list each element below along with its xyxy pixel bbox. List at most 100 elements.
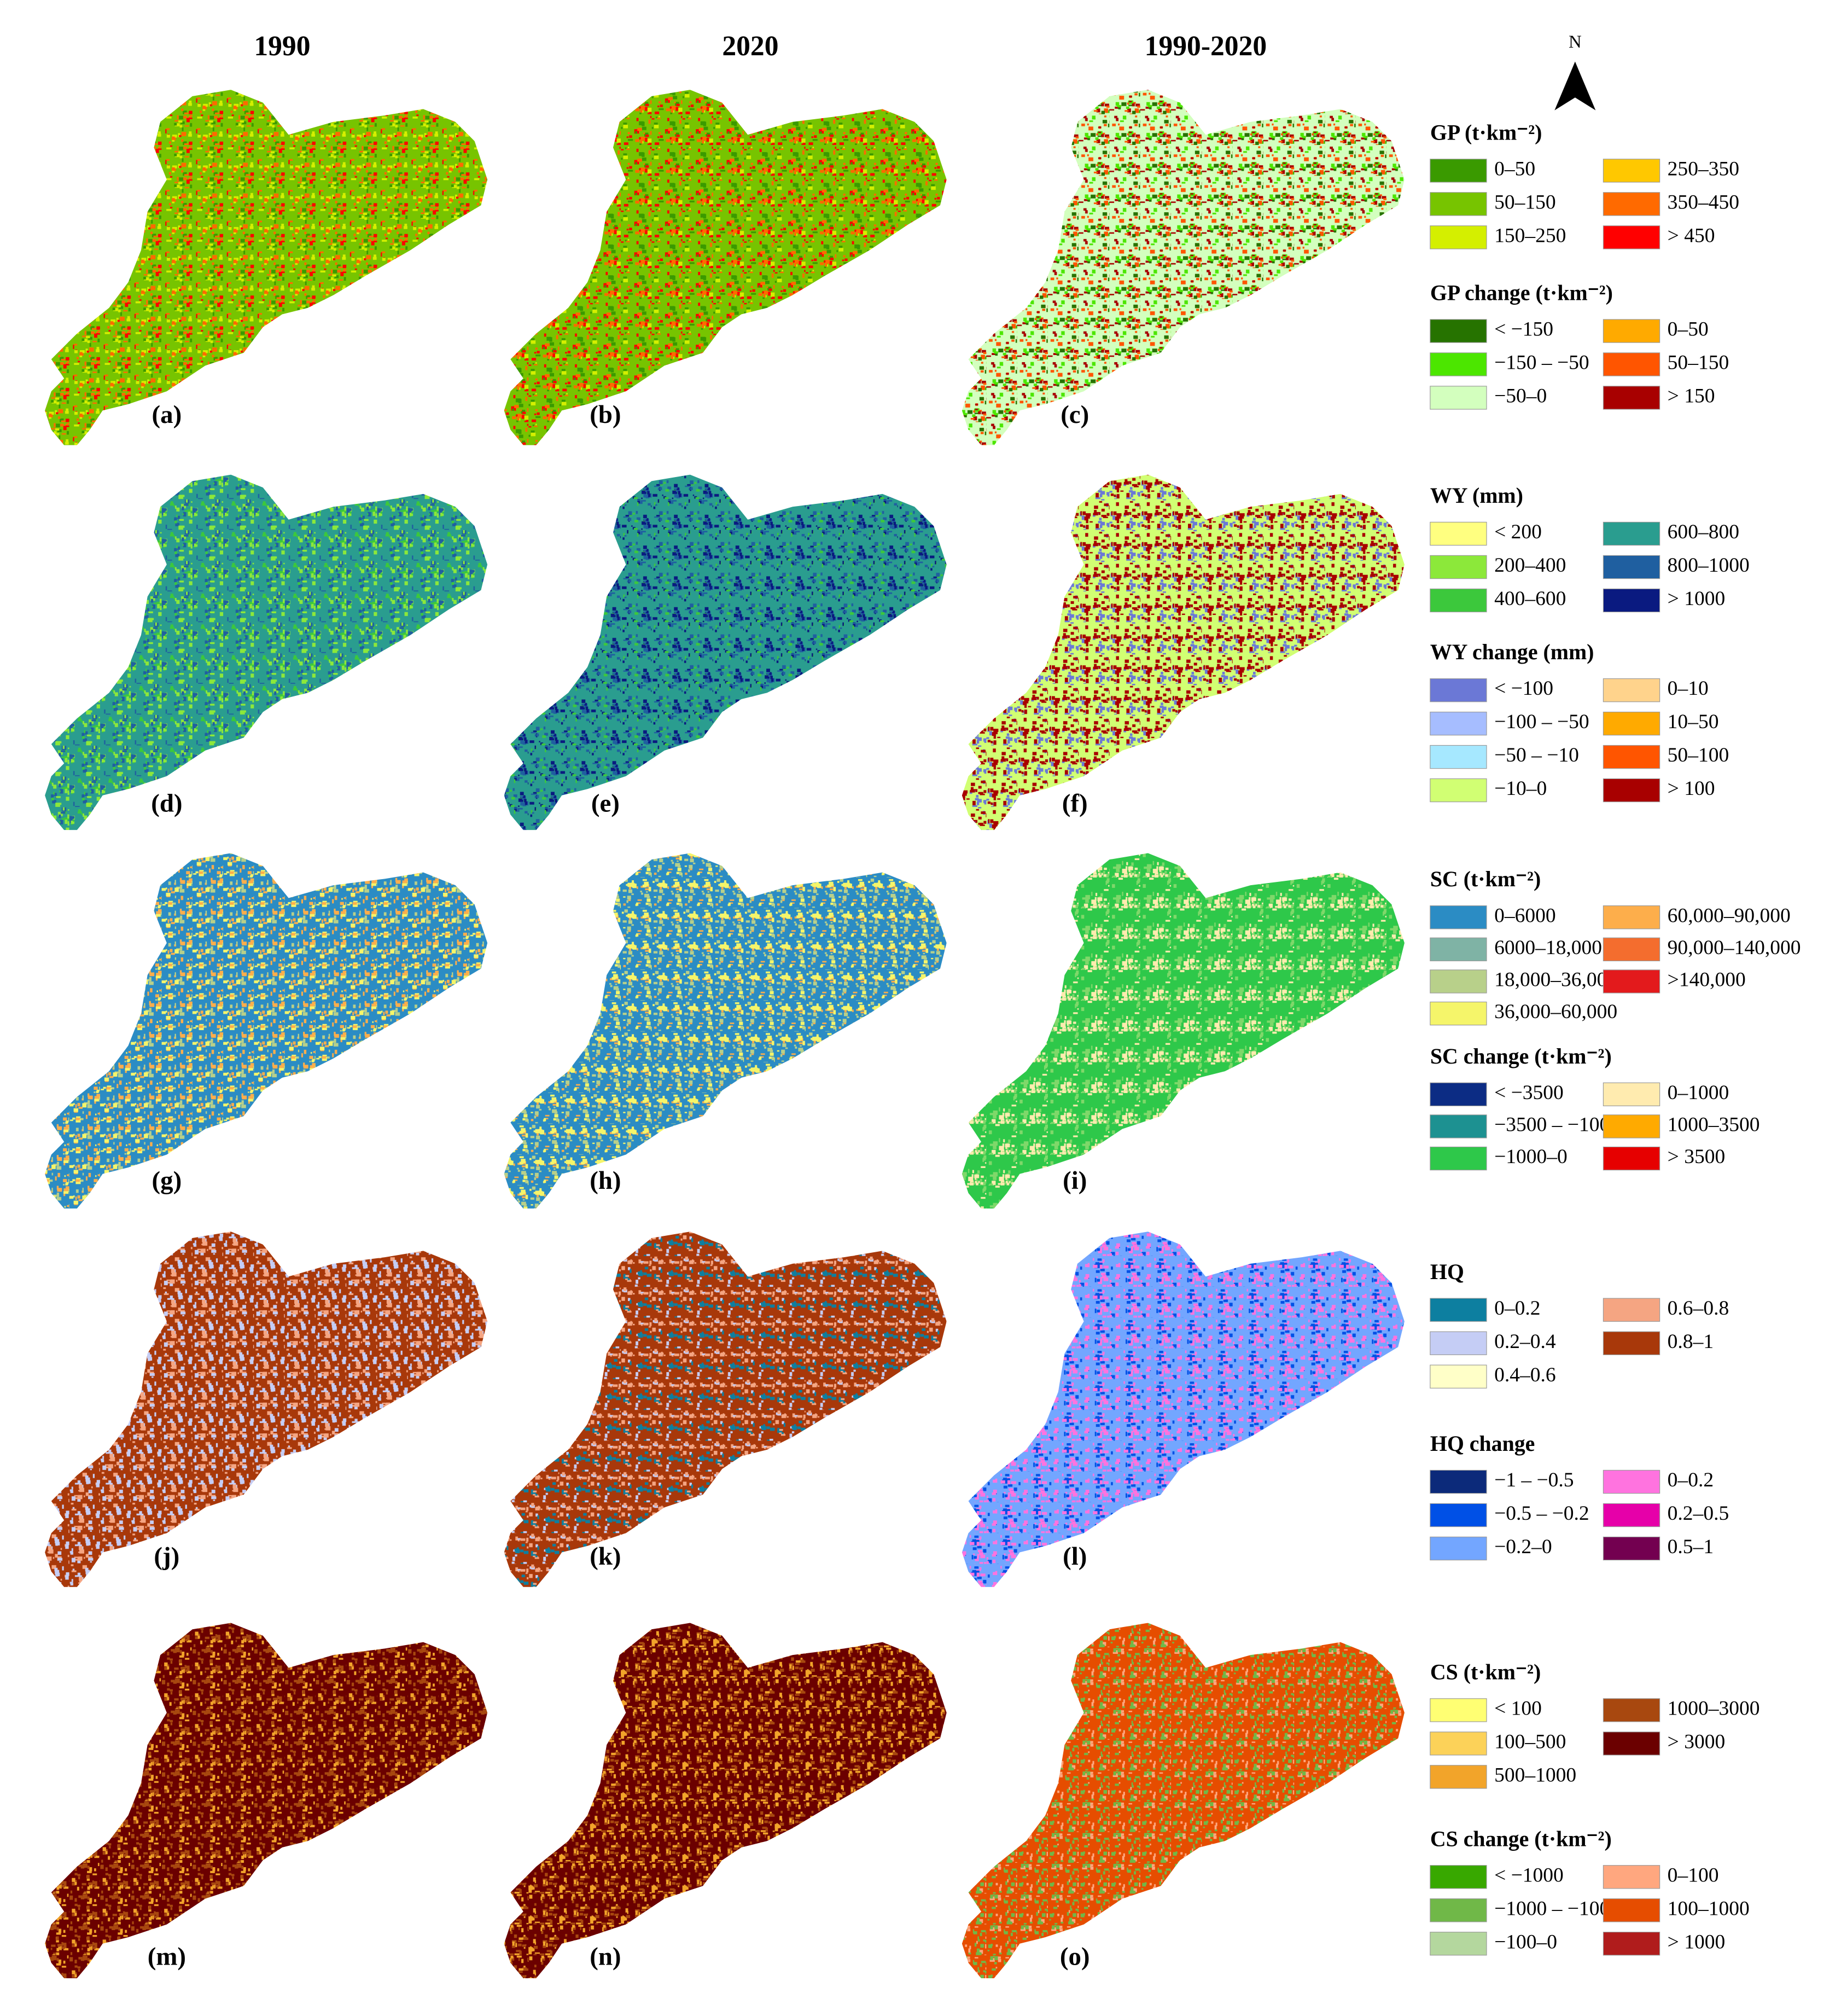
legend-label: > 150 xyxy=(1668,385,1715,408)
legend-label: 6000–18,000 xyxy=(1494,937,1602,959)
legend-label: −150 – −50 xyxy=(1494,352,1589,374)
legend-label: 0.4–0.6 xyxy=(1494,1364,1556,1386)
legend-label: > 100 xyxy=(1668,777,1715,800)
panel-label: (n) xyxy=(590,1943,621,1971)
legend-label: 0–6000 xyxy=(1494,904,1556,927)
legend-swatch xyxy=(1603,1082,1660,1107)
legend-label: 250–350 xyxy=(1668,158,1739,181)
legend-label: −50–0 xyxy=(1494,385,1547,408)
map xyxy=(504,853,947,1209)
legend-swatch xyxy=(1430,1898,1487,1922)
legend-swatch xyxy=(1603,711,1660,736)
legend-label: −1 – −0.5 xyxy=(1494,1469,1574,1491)
panel-label: (i) xyxy=(1063,1166,1087,1195)
legend-swatch xyxy=(1430,159,1487,183)
legend-label: 0.2–0.4 xyxy=(1494,1331,1556,1353)
legend-label: > 450 xyxy=(1668,224,1715,247)
legend-label: 1000–3500 xyxy=(1668,1114,1760,1136)
legend-label: 0.2–0.5 xyxy=(1668,1502,1729,1525)
map-area xyxy=(504,1231,947,1587)
legend-swatch xyxy=(1603,1536,1660,1561)
legend-swatch xyxy=(1603,225,1660,249)
north-arrow: N xyxy=(1554,32,1596,111)
map-area xyxy=(45,474,488,830)
legend-title: SC change (t·km⁻²) xyxy=(1430,1044,1612,1068)
legend-label: 100–500 xyxy=(1494,1731,1566,1753)
legend-swatch xyxy=(1430,1732,1487,1756)
map-area xyxy=(962,853,1405,1209)
map xyxy=(504,90,947,445)
legend-label: 0.5–1 xyxy=(1668,1536,1714,1558)
legend-swatch xyxy=(1430,1331,1487,1355)
legend-swatch xyxy=(1430,1298,1487,1322)
map xyxy=(45,474,488,830)
legend-label: 50–150 xyxy=(1494,191,1556,213)
legend-label: > 3000 xyxy=(1668,1731,1726,1753)
legend-swatch xyxy=(1430,225,1487,249)
legend-swatch xyxy=(1603,1298,1660,1322)
map xyxy=(504,1623,947,1979)
map xyxy=(504,1231,947,1587)
legend-swatch xyxy=(1430,969,1487,994)
legend-swatch xyxy=(1603,678,1660,702)
legend-label: > 3500 xyxy=(1668,1146,1726,1168)
legend-label: > 1000 xyxy=(1668,1931,1726,1953)
panel-label: (a) xyxy=(152,400,182,429)
legend-swatch xyxy=(1430,1765,1487,1789)
legend-swatch xyxy=(1603,1146,1660,1171)
map xyxy=(962,474,1405,830)
legend-swatch xyxy=(1603,588,1660,613)
legend-swatch xyxy=(1603,1932,1660,1956)
legend-swatch xyxy=(1603,352,1660,376)
legend-label: −50 – −10 xyxy=(1494,744,1579,766)
legend-title: GP change (t·km⁻²) xyxy=(1430,281,1613,305)
map-area xyxy=(504,90,947,445)
legend-label: −1000–0 xyxy=(1494,1146,1568,1168)
map-area xyxy=(504,474,947,830)
legend-swatch xyxy=(1603,386,1660,410)
legend-label: 0–50 xyxy=(1494,158,1535,181)
legend-label: 600–800 xyxy=(1668,521,1739,543)
legend-label: 800–1000 xyxy=(1668,554,1750,577)
legend-swatch xyxy=(1430,778,1487,803)
panel-label: (b) xyxy=(590,400,621,429)
map-area xyxy=(504,1623,947,1979)
panel-label: (e) xyxy=(591,789,620,817)
legend-label: 200–400 xyxy=(1494,554,1566,577)
map-area xyxy=(45,853,488,1209)
legend-label: < −3500 xyxy=(1494,1082,1564,1104)
legend-title: HQ change xyxy=(1430,1431,1535,1456)
legend-title: CS change (t·km⁻²) xyxy=(1430,1826,1612,1851)
map-area xyxy=(45,1231,488,1587)
map-area xyxy=(962,1231,1405,1587)
map xyxy=(962,853,1405,1209)
legend-label: 0–1000 xyxy=(1668,1082,1729,1104)
legend-swatch xyxy=(1430,1082,1487,1107)
legend-swatch xyxy=(1603,192,1660,216)
map-area xyxy=(45,90,488,445)
legend-label: −1000 – −100 xyxy=(1494,1897,1610,1920)
arrow xyxy=(1554,61,1596,111)
legend-label: 10–50 xyxy=(1668,711,1719,733)
legend-label: < −1000 xyxy=(1494,1864,1564,1886)
legend-label: 50–100 xyxy=(1668,744,1729,766)
legend-swatch xyxy=(1430,1932,1487,1956)
legend-label: −100 – −50 xyxy=(1494,711,1589,733)
legend-swatch xyxy=(1603,555,1660,579)
legend-label: 0–50 xyxy=(1668,318,1709,341)
map xyxy=(962,90,1405,445)
legend-label: 50–150 xyxy=(1668,352,1729,374)
legend-swatch xyxy=(1430,192,1487,216)
legend-swatch xyxy=(1603,521,1660,546)
legend-label: 90,000–140,000 xyxy=(1668,937,1801,959)
legend-label: < −150 xyxy=(1494,318,1553,341)
map-area xyxy=(504,853,947,1209)
map-area xyxy=(962,474,1405,830)
legend-swatch xyxy=(1603,1114,1660,1138)
map xyxy=(962,1231,1405,1587)
legend-label: −100–0 xyxy=(1494,1931,1557,1953)
legend-label: 0–0.2 xyxy=(1494,1297,1540,1320)
legend-swatch xyxy=(1430,386,1487,410)
panel-label: (k) xyxy=(590,1542,621,1571)
